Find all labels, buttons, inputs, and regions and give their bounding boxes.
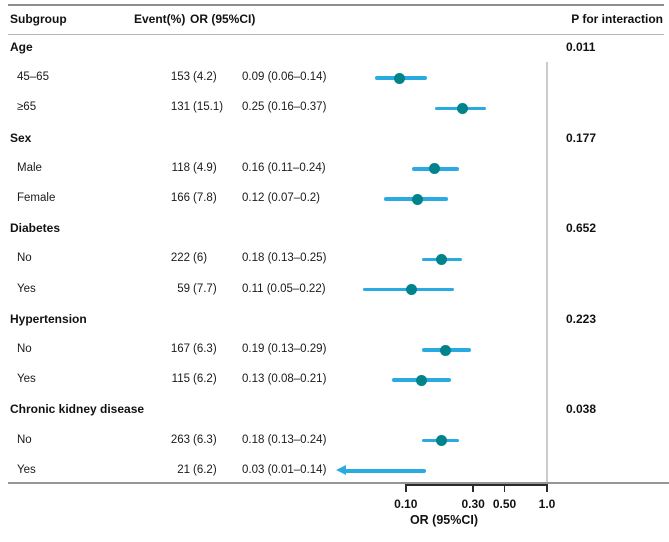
or-ci-value: 0.09 (0.06–0.14) bbox=[242, 71, 327, 84]
or-point bbox=[436, 435, 448, 447]
x-axis-tick bbox=[546, 484, 548, 492]
row-label: Yes bbox=[17, 282, 36, 295]
event-count: 222 bbox=[170, 252, 190, 265]
top-rule bbox=[8, 3, 664, 6]
event-percent: (7.8) bbox=[193, 192, 217, 204]
event-percent: (4.2) bbox=[193, 71, 217, 84]
or-ci-value: 0.03 (0.01–0.14) bbox=[242, 463, 327, 476]
event-count: 115 bbox=[171, 373, 190, 386]
event-count: 21 bbox=[177, 463, 190, 476]
p-interaction-value: 0.011 bbox=[566, 40, 596, 54]
header-rule bbox=[8, 33, 664, 35]
event-percent: (6.3) bbox=[193, 343, 217, 355]
ci-line bbox=[345, 469, 427, 473]
event-value: 21 (6.2) bbox=[168, 463, 217, 476]
reference-line-or-1 bbox=[546, 62, 548, 482]
row-label: Yes bbox=[17, 373, 36, 386]
or-ci-value: 0.16 (0.11–0.24) bbox=[242, 161, 326, 174]
x-axis-tick bbox=[503, 484, 506, 492]
event-percent: (6.2) bbox=[193, 373, 217, 386]
column-header-p-interaction: P for interaction bbox=[571, 12, 663, 26]
event-value: 166 (7.8) bbox=[168, 192, 217, 204]
or-point bbox=[456, 102, 468, 114]
group-label: Chronic kidney disease bbox=[10, 402, 145, 417]
or-ci-value: 0.18 (0.13–0.24) bbox=[242, 433, 327, 446]
event-count: 131 bbox=[170, 101, 190, 114]
event-value: 118 (4.9) bbox=[168, 162, 217, 174]
column-header-subgroup: Subgroup bbox=[10, 12, 67, 26]
or-point bbox=[393, 72, 405, 84]
x-tick-label: 1.0 bbox=[538, 497, 556, 511]
group-label: Sex bbox=[10, 130, 32, 145]
group-label: Diabetes bbox=[10, 221, 61, 236]
p-interaction-value: 0.038 bbox=[566, 402, 597, 417]
or-ci-value: 0.19 (0.13–0.29) bbox=[242, 343, 327, 355]
or-ci-value: 0.11 (0.05–0.22) bbox=[242, 282, 326, 295]
p-interaction-value: 0.177 bbox=[566, 130, 597, 145]
event-count: 153 bbox=[170, 71, 190, 84]
event-value: 131 (15.1) bbox=[168, 101, 223, 113]
p-interaction-value: 0.652 bbox=[566, 221, 597, 236]
event-percent: (6.2) bbox=[193, 463, 217, 476]
row-label: Yes bbox=[17, 463, 36, 476]
event-percent: (6) bbox=[193, 252, 208, 265]
event-value: 167 (6.3) bbox=[168, 343, 217, 355]
or-ci-value: 0.18 (0.13–0.25) bbox=[242, 252, 327, 265]
row-label: No bbox=[17, 252, 32, 265]
or-point bbox=[439, 344, 451, 356]
event-value: 263 (6.3) bbox=[168, 434, 217, 446]
event-value: 115 (6.2) bbox=[168, 373, 217, 385]
or-ci-value: 0.12 (0.07–0.2) bbox=[242, 192, 321, 204]
or-ci-value: 0.13 (0.08–0.21) bbox=[242, 373, 327, 386]
row-label: Female bbox=[17, 192, 56, 204]
bottom-rule bbox=[8, 482, 669, 484]
event-count: 118 bbox=[171, 161, 190, 174]
x-axis-line bbox=[405, 484, 548, 486]
row-label: 45–65 bbox=[17, 71, 49, 84]
x-axis-tick bbox=[405, 484, 407, 492]
or-point bbox=[416, 374, 428, 386]
or-point bbox=[436, 253, 448, 265]
event-percent: (6.3) bbox=[193, 433, 217, 446]
x-tick-label: 0.30 bbox=[461, 497, 485, 511]
event-percent: (4.9) bbox=[193, 161, 217, 174]
row-label: No bbox=[17, 343, 32, 355]
ci-arrow-left-icon bbox=[336, 465, 346, 476]
group-label: Hypertension bbox=[10, 311, 87, 326]
event-percent: (7.7) bbox=[193, 282, 217, 295]
event-value: 222 (6) bbox=[168, 252, 207, 264]
x-axis-tick bbox=[472, 484, 474, 492]
x-tick-label: 0.50 bbox=[492, 497, 517, 511]
column-header-or: OR (95%CI) bbox=[190, 12, 256, 26]
x-axis-title: OR (95%CI) bbox=[409, 513, 479, 527]
x-tick-label: 0.10 bbox=[394, 497, 418, 511]
event-count: 59 bbox=[177, 282, 190, 295]
row-label: ≥65 bbox=[17, 101, 37, 114]
or-point bbox=[406, 284, 418, 296]
event-value: 153 (4.2) bbox=[168, 71, 217, 83]
group-label: Age bbox=[10, 40, 33, 54]
event-count: 166 bbox=[170, 192, 190, 204]
row-label: Male bbox=[17, 161, 42, 174]
or-point bbox=[411, 193, 423, 205]
event-count: 263 bbox=[170, 433, 190, 446]
row-label: No bbox=[17, 433, 32, 446]
p-interaction-value: 0.223 bbox=[566, 311, 597, 326]
event-percent: (15.1) bbox=[193, 101, 224, 114]
or-point bbox=[429, 163, 441, 175]
column-header-event: Event(%) bbox=[134, 12, 186, 26]
event-value: 59 (7.7) bbox=[168, 282, 217, 295]
or-ci-value: 0.25 (0.16–0.37) bbox=[242, 101, 327, 114]
event-count: 167 bbox=[170, 343, 190, 355]
